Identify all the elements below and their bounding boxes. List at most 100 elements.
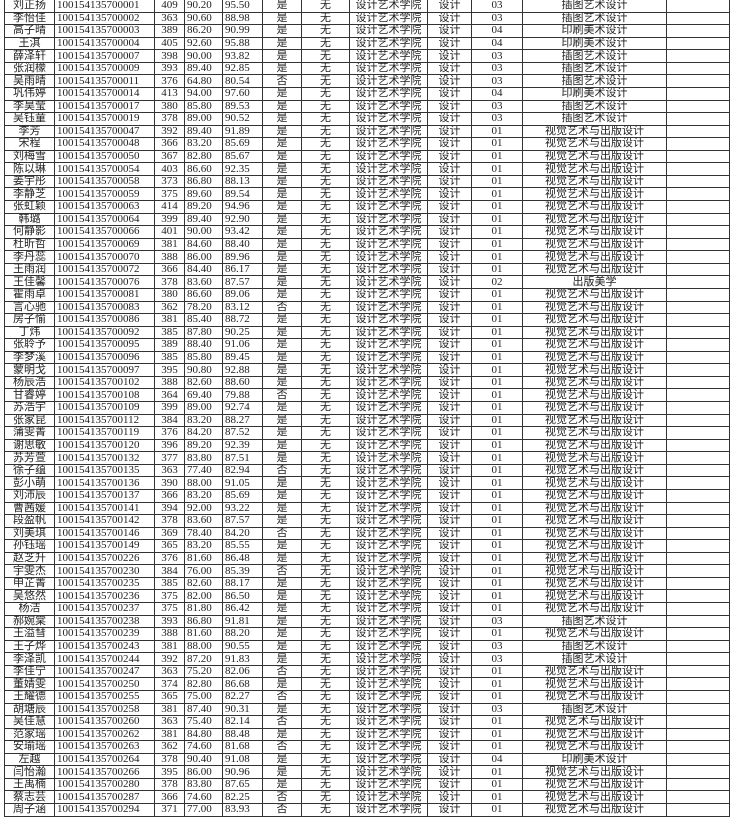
- cell-total-score: 374: [154, 677, 185, 691]
- cell-note: [666, 313, 730, 327]
- cell-name: 曹茜媛: [4, 501, 55, 516]
- cell-college: 设计艺术学院: [349, 200, 428, 214]
- cell-research-direction: 视觉艺术与出版设计: [522, 438, 667, 453]
- cell-final-score: 86.48: [222, 551, 263, 566]
- cell-name: 李静芝: [4, 187, 55, 201]
- cell-remark: 无: [301, 803, 350, 817]
- cell-remark: 无: [301, 237, 350, 252]
- table-row: 巩伟婷 100154135700014 413 94.00 97.60 是无设计艺术学院设…: [4, 86, 730, 101]
- cell-interview-score: 86.80: [184, 174, 223, 189]
- cell-interview-score: 88.00: [184, 476, 223, 490]
- cell-interview-score: 78.40: [184, 526, 223, 541]
- table-row: 张润檬 100154135700009 393 89.40 92.85 是无设计艺术学院设…: [4, 61, 730, 76]
- cell-major: 设计: [427, 451, 472, 465]
- cell-admitted-flag: 否: [262, 790, 302, 804]
- cell-interview-score: 83.60: [184, 514, 223, 528]
- cell-admitted-flag: 否: [262, 300, 302, 315]
- cell-total-score: 390: [154, 476, 185, 490]
- cell-college: 设计艺术学院: [349, 174, 428, 189]
- table-row: 杨洁 100154135700237 375 81.80 86.42 是无设计艺术学院 设计…: [4, 602, 730, 616]
- cell-admitted-flag: 是: [262, 287, 302, 302]
- cell-remark: 无: [301, 313, 350, 327]
- cell-college: 设计艺术学院: [349, 350, 428, 365]
- cell-research-direction: 视觉艺术与出版设计: [522, 476, 667, 490]
- cell-major: 设计: [427, 338, 472, 352]
- cell-major: 设计: [427, 36, 472, 51]
- cell-admitted-flag: 是: [262, 413, 302, 428]
- cell-interview-score: 83.80: [184, 777, 223, 792]
- cell-major: 设计: [427, 564, 472, 578]
- cell-candidate-id: 100154135700149: [54, 539, 155, 553]
- cell-interview-score: 83.20: [184, 137, 223, 151]
- cell-college: 设计艺术学院: [349, 287, 428, 302]
- table-row: 宇雯杰 100154135700230 384 76.00 85.39 否无设计艺术学院设…: [4, 564, 730, 578]
- cell-interview-score: 84.40: [184, 262, 223, 277]
- cell-remark: 无: [301, 602, 350, 616]
- cell-major: 设计: [427, 162, 472, 176]
- cell-total-score: 389: [154, 338, 185, 352]
- cell-final-score: 90.55: [222, 639, 263, 654]
- cell-total-score: 381: [154, 313, 185, 327]
- cell-final-score: 85.55: [222, 539, 263, 553]
- cell-final-score: 88.17: [222, 576, 263, 591]
- cell-direction-code: 03: [471, 0, 523, 13]
- cell-note: [666, 225, 730, 239]
- cell-research-direction: 视觉艺术与出版设计: [522, 551, 667, 566]
- cell-major: 设计: [427, 740, 472, 754]
- cell-research-direction: 视觉艺术与出版设计: [522, 790, 667, 804]
- cell-major: 设计: [427, 137, 472, 151]
- cell-final-score: 88.27: [222, 413, 263, 428]
- cell-note: [666, 162, 730, 176]
- cell-college: 设计艺术学院: [349, 740, 428, 754]
- cell-name: 刘美琪: [4, 526, 55, 541]
- cell-total-score: 399: [154, 401, 185, 415]
- cell-direction-code: 01: [471, 451, 523, 465]
- cell-admitted-flag: 是: [262, 49, 302, 63]
- cell-college: 设计艺术学院: [349, 112, 428, 126]
- cell-direction-code: 03: [471, 112, 523, 126]
- cell-college: 设计艺术学院: [349, 514, 428, 528]
- cell-note: [666, 614, 730, 629]
- cell-interview-score: 89.60: [184, 187, 223, 201]
- table-row: 何静影 100154135700066 401 90.00 93.42 是无设计艺术学院设…: [4, 225, 730, 239]
- table-row: 丁炜 100154135700092 385 87.80 90.25 是无设计艺术学院 设计…: [4, 325, 730, 340]
- cell-interview-score: 86.00: [184, 250, 223, 264]
- cell-note: [666, 576, 730, 591]
- cell-college: 设计艺术学院: [349, 727, 428, 742]
- cell-college: 设计艺术学院: [349, 501, 428, 516]
- cell-direction-code: 01: [471, 413, 523, 428]
- cell-major: 设计: [427, 49, 472, 63]
- cell-name: 胡塘辰: [4, 702, 55, 717]
- cell-final-score: 90.52: [222, 112, 263, 126]
- cell-major: 设计: [427, 250, 472, 264]
- cell-college: 设计艺术学院: [349, 602, 428, 616]
- cell-remark: 无: [301, 689, 350, 704]
- cell-research-direction: 视觉艺术与出版设计: [522, 677, 667, 691]
- cell-interview-score: 78.20: [184, 300, 223, 315]
- cell-name: 吴雨晴: [4, 74, 55, 88]
- cell-candidate-id: 100154135700250: [54, 677, 155, 691]
- cell-major: 设计: [427, 61, 472, 76]
- cell-note: [666, 727, 730, 742]
- cell-candidate-id: 100154135700238: [54, 614, 155, 629]
- cell-note: [666, 350, 730, 365]
- cell-candidate-id: 100154135700262: [54, 727, 155, 742]
- table-row: 李佳宁 100154135700247 363 75.20 82.06 否无设计艺术学院设…: [4, 664, 730, 679]
- cell-research-direction: 视觉艺术与出版设计: [522, 187, 667, 201]
- cell-remark: 无: [301, 501, 350, 516]
- cell-candidate-id: 100154135700102: [54, 375, 155, 390]
- cell-major: 设计: [427, 501, 472, 516]
- cell-interview-score: 89.20: [184, 438, 223, 453]
- cell-research-direction: 视觉艺术与出版设计: [522, 664, 667, 679]
- cell-admitted-flag: 是: [262, 86, 302, 101]
- cell-admitted-flag: 是: [262, 438, 302, 453]
- cell-major: 设计: [427, 589, 472, 603]
- cell-college: 设计艺术学院: [349, 677, 428, 691]
- cell-admitted-flag: 是: [262, 162, 302, 176]
- cell-candidate-id: 100154135700092: [54, 325, 155, 340]
- cell-final-score: 88.60: [222, 375, 263, 390]
- cell-research-direction: 印刷美术设计: [522, 24, 667, 38]
- cell-college: 设计艺术学院: [349, 790, 428, 804]
- cell-direction-code: 04: [471, 24, 523, 38]
- cell-interview-score: 86.00: [184, 765, 223, 779]
